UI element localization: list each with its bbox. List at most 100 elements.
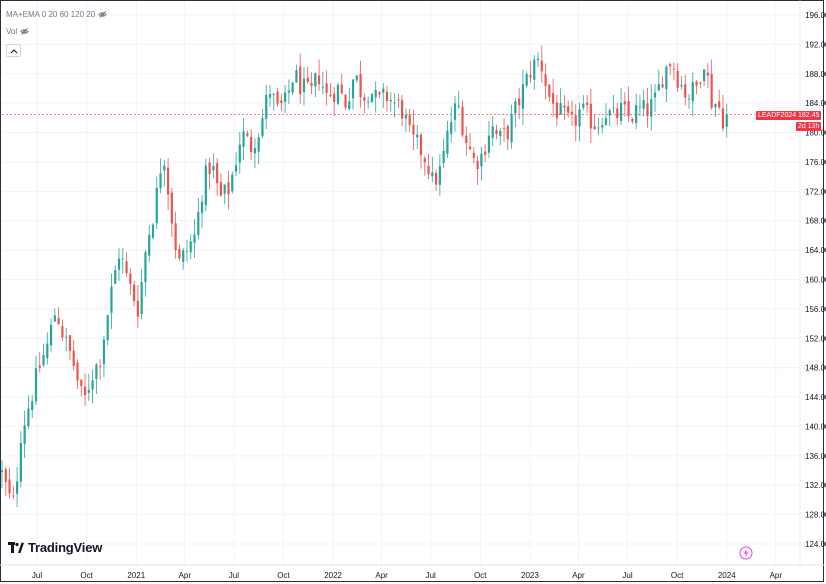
candle-body xyxy=(446,130,449,154)
symbol-label: LEADF2024 xyxy=(756,111,799,120)
candle-body xyxy=(416,134,419,138)
time-tick-label: Jul xyxy=(229,571,239,580)
candle-body xyxy=(287,90,290,93)
candle-body xyxy=(385,91,389,101)
candle-body xyxy=(514,101,517,114)
candle-body xyxy=(102,339,106,365)
candle-body xyxy=(276,91,279,104)
candle-body xyxy=(684,84,687,98)
candle-body xyxy=(676,71,679,88)
candle-body xyxy=(450,122,453,135)
time-tick-label: Oct xyxy=(474,571,487,580)
candle-body xyxy=(487,135,491,153)
candle-body xyxy=(261,118,264,137)
candle-body xyxy=(200,201,204,213)
candle-body xyxy=(555,102,558,119)
candle-body xyxy=(265,94,268,119)
price-tick-label: 148.00 xyxy=(805,364,826,373)
indicator-label: MA+EMA 0 20 60 120 20 xyxy=(6,10,96,19)
candle-body xyxy=(110,286,113,313)
candle-body xyxy=(419,134,423,156)
candle-body xyxy=(148,234,151,256)
indicator-legend[interactable]: MA+EMA 0 20 60 120 20 xyxy=(6,10,107,19)
time-tick-label: Jul xyxy=(622,571,632,580)
candle-body xyxy=(502,128,506,130)
candle-body xyxy=(57,318,60,325)
candle-body xyxy=(608,110,611,116)
candle-body xyxy=(518,98,521,106)
candle-body xyxy=(536,58,540,61)
candle-body xyxy=(121,258,124,260)
candle-body xyxy=(19,442,22,482)
candle-body xyxy=(642,100,645,109)
candle-body xyxy=(344,94,347,108)
volume-legend[interactable]: Vol xyxy=(6,27,29,36)
candle-body xyxy=(691,82,694,102)
candle-body xyxy=(87,389,90,393)
candle-body xyxy=(61,326,64,338)
candle-body xyxy=(653,92,657,98)
candle-body xyxy=(4,469,7,482)
candle-body xyxy=(472,152,475,159)
eye-hidden-icon[interactable] xyxy=(98,10,107,19)
candle-body xyxy=(170,192,173,224)
candle-body xyxy=(721,108,725,129)
candle-body xyxy=(223,184,226,194)
candle-body xyxy=(623,101,626,105)
collapse-legend-button[interactable] xyxy=(6,44,21,57)
candle-body xyxy=(178,248,181,259)
time-tick-label: Apr xyxy=(572,571,585,580)
price-tick-label: 132.00 xyxy=(805,481,826,490)
candle-body xyxy=(710,74,713,108)
brand-name: TradingView xyxy=(28,540,103,555)
candle-body xyxy=(185,250,189,252)
candle-body xyxy=(95,364,98,379)
candle-body xyxy=(15,481,19,494)
price-tick-label: 160.00 xyxy=(805,276,826,285)
candle-body xyxy=(476,160,479,170)
time-tick-label: Oct xyxy=(80,571,93,580)
price-tick-label: 124.00 xyxy=(805,540,826,549)
candle-body xyxy=(593,126,596,130)
candle-body xyxy=(619,103,623,121)
candle-body xyxy=(0,470,4,472)
candle-body xyxy=(363,97,366,101)
candle-body xyxy=(718,101,721,108)
time-tick-label: 2021 xyxy=(127,571,145,580)
candle-body xyxy=(544,74,547,87)
lightning-icon[interactable] xyxy=(739,546,753,560)
candle-body xyxy=(631,119,634,122)
candle-body xyxy=(601,125,604,128)
candle-body xyxy=(272,93,275,95)
candle-body xyxy=(374,89,377,98)
candle-body xyxy=(317,75,321,85)
candle-body xyxy=(661,84,664,88)
candle-body xyxy=(585,102,589,106)
price-axis[interactable]: 124.00 128.00 132.00 136.00 140.00 144.00 148.… xyxy=(805,11,826,549)
candle-body xyxy=(42,355,45,366)
candle-body xyxy=(687,98,691,100)
candle-body xyxy=(423,158,426,163)
candle-body xyxy=(166,167,170,195)
time-tick-label: 2023 xyxy=(521,571,539,580)
price-tick-label: 156.00 xyxy=(805,305,826,314)
candle-body xyxy=(34,368,38,402)
candle-body xyxy=(665,66,668,90)
candle-body xyxy=(431,172,434,177)
candle-body xyxy=(359,73,362,98)
tradingview-logo[interactable]: TradingView xyxy=(8,540,102,555)
candle-body xyxy=(208,162,211,175)
candle-body xyxy=(46,343,49,359)
candle-body xyxy=(616,108,619,119)
time-axis[interactable]: Jul Oct 2021 Apr Jul Oct 2022 Apr Jul Oct 2023 Apr J… xyxy=(32,571,782,580)
eye-hidden-icon[interactable] xyxy=(20,27,29,36)
candle-body xyxy=(151,224,155,238)
candle-body xyxy=(401,100,404,119)
candle-body xyxy=(193,234,196,243)
candle-body xyxy=(125,261,128,274)
candle-body xyxy=(650,99,653,117)
candle-body xyxy=(714,103,717,108)
candle-body xyxy=(578,109,581,127)
